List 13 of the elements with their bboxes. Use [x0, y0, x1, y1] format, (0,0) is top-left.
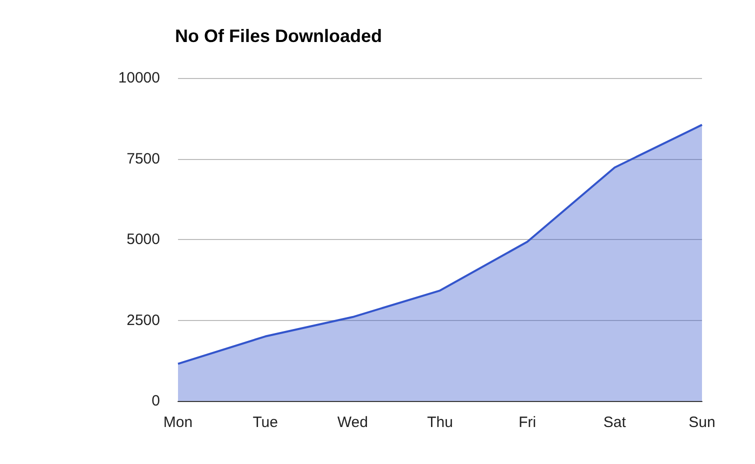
x-tick-label: Sun [688, 414, 716, 431]
x-tick-label: Sat [603, 414, 627, 431]
y-tick-label: 0 [152, 392, 160, 410]
x-tick-label: Mon [163, 414, 193, 431]
chart-title: No Of Files Downloaded [175, 26, 382, 46]
x-tick-label: Tue [252, 414, 278, 431]
y-tick-label: 5000 [126, 231, 160, 248]
y-tick-label: 2500 [126, 312, 160, 329]
x-tick-label: Wed [337, 414, 368, 431]
x-tick-label: Thu [427, 414, 453, 431]
x-tick-label: Fri [518, 414, 536, 431]
y-tick-label: 10000 [118, 70, 160, 86]
y-tick-label: 7500 [126, 150, 160, 168]
